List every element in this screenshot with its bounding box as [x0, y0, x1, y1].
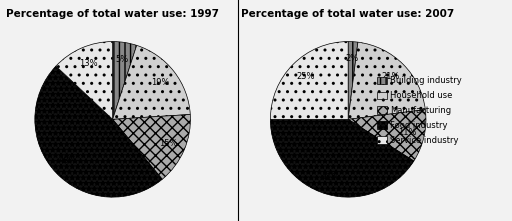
- Text: 41%: 41%: [322, 173, 340, 182]
- Text: 11%: 11%: [398, 128, 417, 137]
- Wedge shape: [35, 66, 162, 197]
- Text: 25%: 25%: [296, 72, 314, 81]
- Text: 48%: 48%: [59, 156, 78, 165]
- Wedge shape: [113, 114, 190, 179]
- Text: Percentage of total water use: 1997: Percentage of total water use: 1997: [6, 9, 219, 19]
- Text: Percentage of total water use: 2007: Percentage of total water use: 2007: [241, 9, 455, 19]
- Wedge shape: [56, 42, 113, 119]
- Text: 13%: 13%: [79, 59, 98, 68]
- Text: 5%: 5%: [116, 55, 129, 64]
- Wedge shape: [270, 119, 414, 197]
- Wedge shape: [348, 42, 358, 119]
- Wedge shape: [348, 42, 425, 119]
- Text: 15%: 15%: [159, 139, 178, 148]
- Wedge shape: [270, 42, 348, 119]
- Legend: Building industry, Household use, Manufacturing, Food industry, Service industry: Building industry, Household use, Manufa…: [375, 75, 464, 146]
- Text: 19%: 19%: [152, 78, 170, 87]
- Wedge shape: [348, 110, 426, 161]
- Wedge shape: [113, 45, 190, 119]
- Text: 21%: 21%: [382, 72, 400, 81]
- Wedge shape: [113, 42, 137, 119]
- Text: 2%: 2%: [346, 54, 358, 63]
